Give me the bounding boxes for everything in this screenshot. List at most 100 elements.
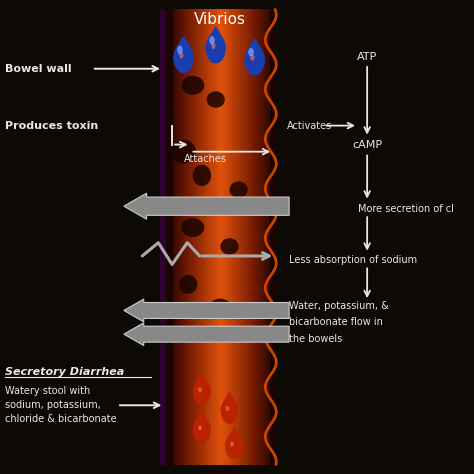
- Ellipse shape: [207, 91, 225, 108]
- Bar: [171, 9, 173, 465]
- Bar: [213, 9, 215, 465]
- Bar: [200, 9, 202, 465]
- Bar: [228, 9, 230, 465]
- Bar: [240, 9, 243, 465]
- Bar: [229, 9, 232, 465]
- Bar: [255, 9, 257, 465]
- Bar: [235, 9, 237, 465]
- Polygon shape: [221, 393, 238, 423]
- Text: Less absorption of sodium: Less absorption of sodium: [289, 255, 417, 265]
- Text: Produces toxin: Produces toxin: [5, 120, 98, 131]
- Ellipse shape: [229, 182, 248, 198]
- Text: chloride & bicarbonate: chloride & bicarbonate: [5, 414, 116, 425]
- Bar: [189, 9, 191, 465]
- Bar: [173, 9, 175, 465]
- Bar: [183, 9, 186, 465]
- Polygon shape: [174, 37, 193, 72]
- Bar: [270, 9, 272, 465]
- Polygon shape: [124, 299, 289, 322]
- Ellipse shape: [248, 48, 254, 56]
- Text: Water, potassium, &: Water, potassium, &: [289, 301, 389, 311]
- Ellipse shape: [226, 406, 229, 411]
- Bar: [182, 9, 184, 465]
- Bar: [244, 9, 246, 465]
- Ellipse shape: [193, 165, 211, 186]
- Bar: [259, 9, 261, 465]
- Ellipse shape: [179, 52, 183, 58]
- Polygon shape: [206, 27, 225, 63]
- Bar: [167, 9, 169, 465]
- Ellipse shape: [250, 55, 255, 61]
- Ellipse shape: [181, 218, 204, 237]
- Bar: [217, 9, 219, 465]
- Polygon shape: [245, 39, 264, 74]
- Bar: [198, 9, 201, 465]
- Ellipse shape: [209, 299, 232, 318]
- Bar: [187, 9, 190, 465]
- Bar: [250, 9, 252, 465]
- Bar: [191, 9, 193, 465]
- Text: Bowel wall: Bowel wall: [5, 64, 71, 74]
- Bar: [196, 9, 199, 465]
- Bar: [211, 9, 213, 465]
- Bar: [195, 9, 197, 465]
- Text: cAMP: cAMP: [352, 139, 382, 150]
- Bar: [238, 9, 241, 465]
- Bar: [273, 9, 276, 465]
- Bar: [272, 9, 274, 465]
- Bar: [261, 9, 263, 465]
- Bar: [180, 9, 182, 465]
- Text: sodium, potassium,: sodium, potassium,: [5, 400, 100, 410]
- Bar: [268, 9, 270, 465]
- Bar: [246, 9, 248, 465]
- Text: More secretion of cl: More secretion of cl: [358, 203, 454, 214]
- Polygon shape: [124, 193, 289, 219]
- Text: Secretory Diarrhea: Secretory Diarrhea: [5, 367, 124, 377]
- Bar: [208, 9, 210, 465]
- Bar: [270, 9, 276, 465]
- Ellipse shape: [230, 442, 234, 447]
- Bar: [202, 9, 204, 465]
- Bar: [160, 9, 166, 465]
- Ellipse shape: [181, 76, 204, 95]
- Bar: [165, 9, 167, 465]
- Bar: [263, 9, 265, 465]
- Text: bicarbonate flow in: bicarbonate flow in: [289, 317, 383, 328]
- Bar: [224, 9, 226, 465]
- Bar: [219, 9, 221, 465]
- Text: Watery stool with: Watery stool with: [5, 386, 90, 396]
- Text: ATP: ATP: [357, 52, 377, 62]
- Bar: [220, 9, 223, 465]
- Bar: [215, 9, 217, 465]
- Ellipse shape: [177, 46, 182, 54]
- Bar: [264, 9, 267, 465]
- Bar: [210, 9, 211, 465]
- Bar: [222, 9, 224, 465]
- Bar: [248, 9, 250, 465]
- Text: Attaches: Attaches: [183, 154, 227, 164]
- Bar: [165, 9, 173, 465]
- Ellipse shape: [220, 238, 238, 255]
- Bar: [226, 9, 228, 465]
- Polygon shape: [194, 374, 210, 404]
- Bar: [176, 9, 179, 465]
- Bar: [253, 9, 255, 465]
- Bar: [252, 9, 254, 465]
- Bar: [174, 9, 177, 465]
- Bar: [257, 9, 259, 465]
- Polygon shape: [226, 428, 242, 458]
- Bar: [178, 9, 181, 465]
- Ellipse shape: [171, 140, 196, 164]
- Bar: [237, 9, 239, 465]
- Bar: [204, 9, 206, 465]
- Text: Vibrios: Vibrios: [194, 12, 246, 27]
- Text: Activates: Activates: [287, 120, 332, 131]
- Bar: [242, 9, 245, 465]
- Bar: [266, 9, 268, 465]
- Bar: [193, 9, 195, 465]
- Ellipse shape: [198, 387, 202, 392]
- Bar: [231, 9, 234, 465]
- Bar: [185, 9, 188, 465]
- Polygon shape: [194, 412, 210, 442]
- Ellipse shape: [210, 36, 215, 45]
